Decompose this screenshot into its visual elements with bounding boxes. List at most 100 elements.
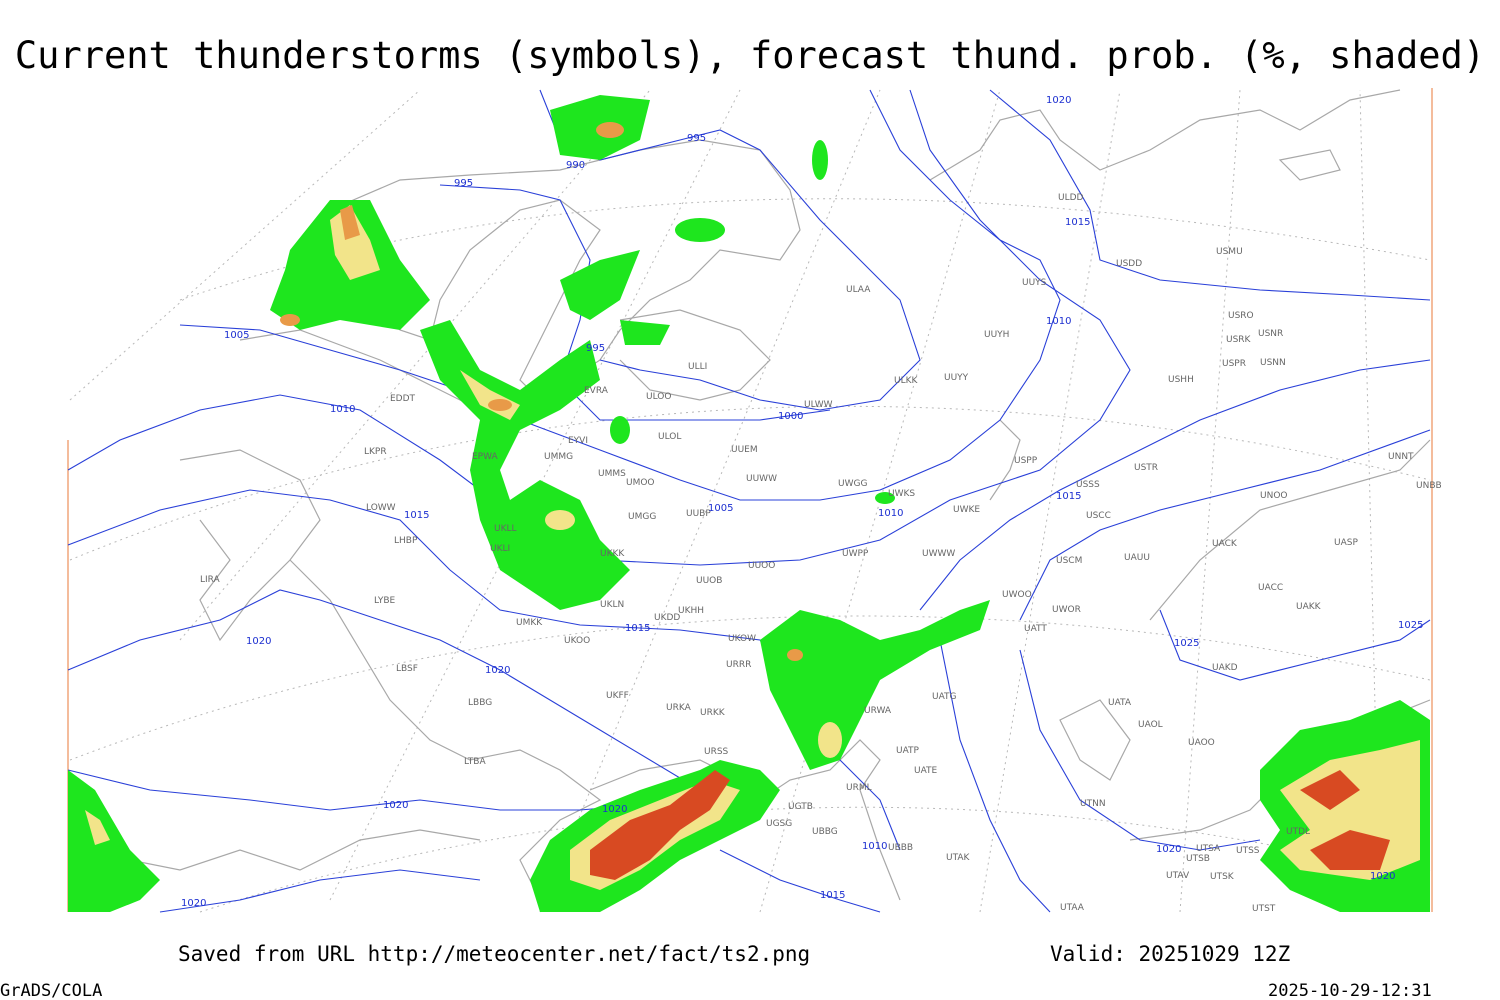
isobar-label: 1015: [1056, 491, 1081, 502]
station-code: LKPR: [364, 447, 387, 457]
station-code: UMMS: [598, 469, 626, 479]
station-code: UBBG: [812, 827, 838, 837]
station-code: USTR: [1134, 463, 1158, 473]
isobar-label: 1020: [383, 800, 408, 811]
station-code: UWKS: [888, 489, 915, 499]
valid-time: Valid: 20251029 12Z: [1050, 942, 1290, 966]
station-code: UKDD: [654, 613, 680, 623]
station-code: UKHH: [678, 606, 704, 616]
isobar-labels: 1020 995 990 995 1015 1005 995 1010 1010 1000 1005…: [181, 95, 1423, 909]
station-code: UNNT: [1388, 452, 1414, 462]
timestamp: 2025-10-29-12:31: [1268, 981, 1432, 1000]
station-code: UUEM: [731, 445, 758, 455]
station-code: ULKK: [894, 376, 919, 386]
station-code: UTNN: [1080, 799, 1106, 809]
isobar-label: 1015: [1065, 217, 1090, 228]
station-code: UATG: [932, 692, 957, 702]
isobar-label: 1020: [602, 804, 627, 815]
station-code: ULOL: [658, 432, 681, 442]
station-code: UUYY: [944, 373, 969, 383]
station-code: LIRA: [200, 575, 221, 585]
station-code: UAKD: [1212, 663, 1238, 673]
station-code: LOWW: [366, 503, 396, 513]
station-code: UTAK: [946, 853, 971, 863]
station-code: UTSB: [1186, 854, 1210, 864]
station-code: UTSA: [1196, 844, 1221, 854]
station-code: URRR: [726, 660, 751, 670]
isobar-label: 1020: [1156, 844, 1181, 855]
station-code: LBBG: [468, 698, 492, 708]
station-code: UKLN: [600, 600, 624, 610]
station-code: UMGG: [628, 512, 656, 522]
station-code: USPR: [1222, 359, 1246, 369]
station-code: UKLI: [490, 544, 510, 554]
station-code: UKKK: [600, 549, 625, 559]
station-code: UTAV: [1166, 871, 1190, 881]
station-code: UASP: [1334, 538, 1358, 548]
station-code: UKLL: [494, 524, 517, 534]
station-code: EVRA: [584, 386, 609, 396]
station-code: UUBP: [686, 509, 711, 519]
station-code: URKA: [666, 703, 692, 713]
station-code: UUYS: [1022, 278, 1047, 288]
station-code: LYBE: [374, 596, 395, 606]
station-code: UBBB: [888, 843, 913, 853]
station-code: UWKE: [953, 505, 980, 515]
station-code: EDDT: [390, 394, 416, 404]
station-code: URKK: [700, 708, 726, 718]
isobar-label: 990: [566, 160, 585, 171]
station-code: UWOO: [1002, 590, 1032, 600]
station-code: USPP: [1014, 456, 1038, 466]
station-code: EYVI: [568, 436, 588, 446]
isobar-label: 1025: [1398, 620, 1423, 631]
station-code: USCC: [1086, 511, 1111, 521]
isobar-label: 995: [687, 133, 706, 144]
station-code: URML: [846, 783, 872, 793]
station-code: UWPP: [842, 549, 869, 559]
station-code: USNN: [1260, 358, 1286, 368]
station-code: LHBP: [394, 536, 418, 546]
station-code: UKOW: [728, 634, 756, 644]
station-code: UWOR: [1052, 605, 1081, 615]
station-code: UNBB: [1416, 481, 1442, 491]
station-code: UKOO: [564, 636, 590, 646]
station-code: EPWA: [472, 452, 499, 462]
station-code: UUWW: [746, 474, 777, 484]
station-code: UMKK: [516, 618, 543, 628]
source-url: Saved from URL http://meteocenter.net/fa…: [178, 942, 810, 966]
isobar-label: 1025: [1174, 638, 1199, 649]
station-code: LTBA: [464, 757, 486, 767]
station-code: UATE: [914, 766, 938, 776]
station-code: UMMG: [544, 452, 573, 462]
isobar-label: 1010: [878, 508, 903, 519]
title: Current thunderstorms (symbols), forecas…: [15, 34, 1485, 77]
station-code: UTST: [1252, 904, 1276, 914]
isobar-label: 995: [454, 178, 473, 189]
station-code: USCM: [1056, 556, 1082, 566]
station-code: UAKK: [1296, 602, 1322, 612]
isobar-label: 1010: [1046, 316, 1071, 327]
station-code: USRK: [1226, 335, 1252, 345]
station-code: ULOO: [646, 392, 671, 402]
station-code: URSS: [704, 747, 729, 757]
station-code: ULDD: [1058, 193, 1084, 203]
station-code: UTSS: [1236, 846, 1260, 856]
station-code: USRO: [1228, 311, 1254, 321]
isobar-label: 1000: [778, 411, 803, 422]
station-code: UACC: [1258, 583, 1283, 593]
station-code: UGSG: [766, 819, 792, 829]
isobar-label: 1010: [330, 404, 355, 415]
station-code: UATT: [1024, 624, 1047, 634]
isobar-label: 1005: [224, 330, 249, 341]
station-code: LBSF: [396, 664, 418, 674]
software: GrADS/COLA: [0, 981, 102, 1000]
station-code: ULLI: [688, 362, 707, 372]
station-code: UUYH: [984, 330, 1009, 340]
isobar-label: 995: [586, 343, 605, 354]
station-code: USNR: [1258, 329, 1283, 339]
station-code: USDD: [1116, 259, 1142, 269]
station-code: UATA: [1108, 698, 1132, 708]
station-code: UWGG: [838, 479, 867, 489]
station-labels: ULDD USDD USMU UUYS ULAA UUYH USRO USRK USNR USPR…: [200, 193, 1442, 914]
